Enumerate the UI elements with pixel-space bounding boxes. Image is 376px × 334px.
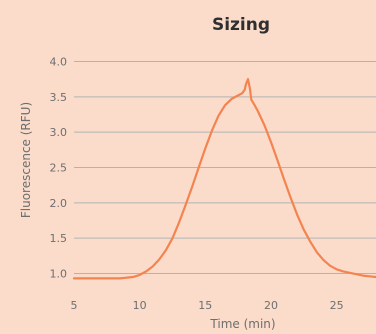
y-tick-label: 3.0	[50, 126, 68, 139]
x-tick-label: 20	[264, 299, 278, 312]
y-tick-label: 1.0	[50, 268, 68, 281]
y-tick-label: 3.5	[50, 91, 68, 104]
x-tick-labels: 5 10 15 20 25	[71, 299, 344, 312]
y-axis-title: Fluorescence (RFU)	[19, 102, 33, 218]
x-tick-label: 5	[71, 299, 78, 312]
y-tick-label: 2.0	[50, 197, 68, 210]
x-axis-title: Time (min)	[209, 317, 275, 331]
chart-title: Sizing	[212, 15, 270, 35]
fluorescence-series-line	[72, 78, 376, 280]
y-tick-label: 2.5	[50, 161, 68, 174]
grid-lines	[74, 60, 376, 274]
y-tick-labels: 1.0 1.5 2.0 2.5 3.0 3.5 4.0	[50, 55, 68, 280]
series-lines	[72, 78, 376, 280]
x-tick-label: 25	[330, 299, 344, 312]
y-tick-label: 4.0	[50, 55, 68, 68]
x-tick-label: 10	[133, 299, 147, 312]
x-tick-label: 15	[198, 299, 212, 312]
y-tick-label: 1.5	[50, 232, 68, 245]
